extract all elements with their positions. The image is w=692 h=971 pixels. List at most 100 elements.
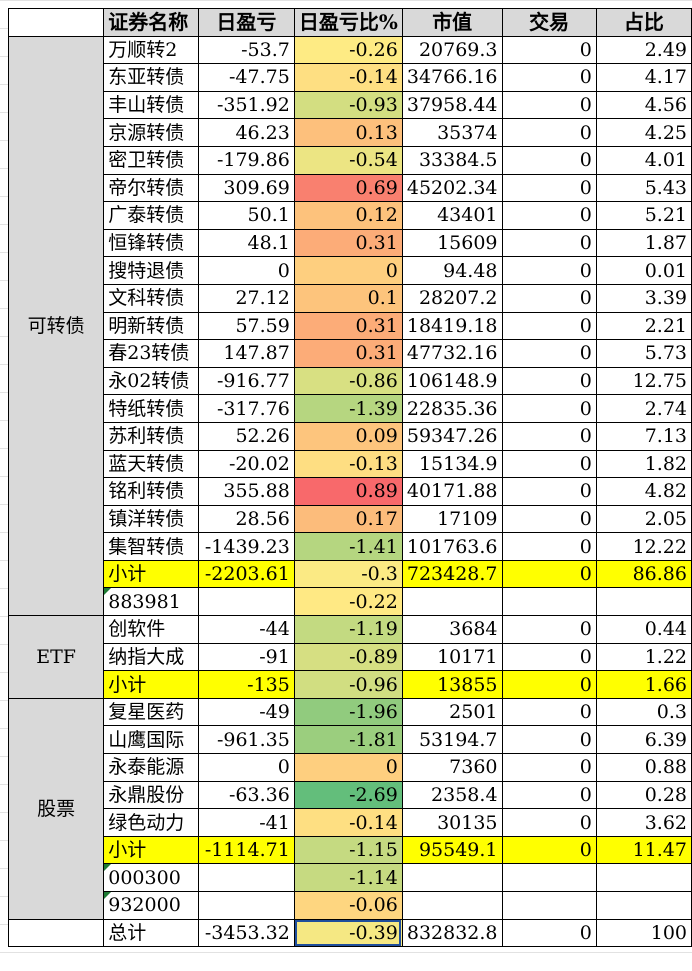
daily-pnl-cell[interactable]: -3453.32 bbox=[197, 918, 295, 948]
daily-pnl-pct-cell[interactable]: -0.26 bbox=[293, 35, 403, 65]
market-value-cell[interactable]: 28207.2 bbox=[401, 283, 503, 313]
daily-pnl-cell[interactable]: 50.1 bbox=[197, 201, 295, 230]
daily-pnl-cell[interactable]: 147.87 bbox=[197, 339, 295, 368]
trade-cell[interactable]: 0 bbox=[501, 256, 597, 285]
share-cell[interactable]: 0.3 bbox=[595, 697, 692, 727]
share-cell[interactable]: 5.73 bbox=[595, 339, 692, 368]
daily-pnl-pct-cell[interactable]: 0.17 bbox=[293, 504, 403, 534]
daily-pnl-pct-cell[interactable]: 0.12 bbox=[293, 201, 403, 230]
share-cell[interactable]: 0.88 bbox=[595, 753, 692, 782]
daily-pnl-pct-cell[interactable]: 0.69 bbox=[293, 173, 403, 203]
daily-pnl-cell[interactable]: -49 bbox=[197, 697, 295, 727]
daily-pnl-cell[interactable]: -20.02 bbox=[197, 449, 295, 479]
trade-cell[interactable]: 0 bbox=[501, 808, 597, 837]
market-value-cell[interactable] bbox=[401, 891, 503, 920]
security-name-cell[interactable]: 丰山转债 bbox=[103, 90, 199, 120]
share-cell[interactable]: 3.39 bbox=[595, 283, 692, 313]
daily-pnl-cell[interactable] bbox=[197, 863, 295, 892]
security-name-cell[interactable]: 明新转债 bbox=[103, 311, 199, 341]
header-pnl[interactable]: 日盈亏 bbox=[197, 8, 295, 37]
trade-cell[interactable]: 0 bbox=[501, 366, 597, 396]
daily-pnl-pct-cell[interactable]: -0.96 bbox=[293, 670, 403, 699]
trade-cell[interactable]: 0 bbox=[501, 201, 597, 230]
share-cell[interactable]: 1.22 bbox=[595, 642, 692, 672]
market-value-cell[interactable]: 53194.7 bbox=[401, 725, 503, 755]
trade-cell[interactable]: 0 bbox=[501, 118, 597, 147]
security-name-cell[interactable]: 文科转债 bbox=[103, 283, 199, 313]
header-pct[interactable]: 日盈亏比% bbox=[293, 8, 403, 37]
security-name-cell[interactable]: 东亚转债 bbox=[103, 63, 199, 92]
trade-cell[interactable]: 0 bbox=[501, 532, 597, 561]
share-cell[interactable]: 100 bbox=[595, 918, 692, 948]
market-value-cell[interactable]: 7360 bbox=[401, 753, 503, 782]
daily-pnl-pct-cell[interactable]: -0.3 bbox=[293, 559, 403, 589]
daily-pnl-cell[interactable]: -47.75 bbox=[197, 63, 295, 92]
trade-cell[interactable]: 0 bbox=[501, 421, 597, 451]
trade-cell[interactable]: 0 bbox=[501, 283, 597, 313]
market-value-cell[interactable]: 13855 bbox=[401, 670, 503, 699]
share-cell[interactable]: 2.49 bbox=[595, 35, 692, 65]
share-cell[interactable]: 12.75 bbox=[595, 366, 692, 396]
security-name-cell[interactable]: 小计 bbox=[103, 559, 199, 589]
header-market-value[interactable]: 市值 bbox=[401, 8, 503, 37]
security-name-cell[interactable]: 密卫转债 bbox=[103, 145, 199, 175]
security-name-cell[interactable]: 铭利转债 bbox=[103, 477, 199, 506]
trade-cell[interactable]: 0 bbox=[501, 697, 597, 727]
market-value-cell[interactable]: 17109 bbox=[401, 504, 503, 534]
daily-pnl-cell[interactable] bbox=[197, 587, 295, 617]
share-cell[interactable]: 2.05 bbox=[595, 504, 692, 534]
daily-pnl-cell[interactable]: -1439.23 bbox=[197, 532, 295, 561]
daily-pnl-cell[interactable]: -135 bbox=[197, 670, 295, 699]
share-cell[interactable]: 4.56 bbox=[595, 90, 692, 120]
daily-pnl-cell[interactable]: 28.56 bbox=[197, 504, 295, 534]
share-cell[interactable]: 0.01 bbox=[595, 256, 692, 285]
trade-cell[interactable]: 0 bbox=[501, 339, 597, 368]
daily-pnl-pct-cell[interactable]: 0.13 bbox=[293, 118, 403, 147]
daily-pnl-cell[interactable] bbox=[197, 891, 295, 920]
market-value-cell[interactable]: 20769.3 bbox=[401, 35, 503, 65]
market-value-cell[interactable]: 47732.16 bbox=[401, 339, 503, 368]
daily-pnl-cell[interactable]: -44 bbox=[197, 615, 295, 644]
trade-cell[interactable]: 0 bbox=[501, 780, 597, 810]
security-name-cell[interactable]: 集智转债 bbox=[103, 532, 199, 561]
trade-cell[interactable]: 0 bbox=[501, 228, 597, 258]
daily-pnl-pct-cell[interactable]: -0.22 bbox=[293, 587, 403, 617]
daily-pnl-cell[interactable]: 48.1 bbox=[197, 228, 295, 258]
market-value-cell[interactable]: 2358.4 bbox=[401, 780, 503, 810]
share-cell[interactable]: 4.01 bbox=[595, 145, 692, 175]
daily-pnl-cell[interactable]: 0 bbox=[197, 753, 295, 782]
daily-pnl-pct-cell[interactable]: -0.14 bbox=[293, 808, 403, 837]
trade-cell[interactable] bbox=[501, 587, 597, 617]
header-name[interactable]: 证券名称 bbox=[103, 8, 199, 37]
share-cell[interactable]: 7.13 bbox=[595, 421, 692, 451]
corner-cell[interactable] bbox=[7, 8, 105, 37]
daily-pnl-pct-cell[interactable]: -0.93 bbox=[293, 90, 403, 120]
market-value-cell[interactable]: 30135 bbox=[401, 808, 503, 837]
daily-pnl-pct-cell[interactable]: -1.81 bbox=[293, 725, 403, 755]
daily-pnl-cell[interactable]: 46.23 bbox=[197, 118, 295, 147]
market-value-cell[interactable]: 106148.9 bbox=[401, 366, 503, 396]
trade-cell[interactable]: 0 bbox=[501, 615, 597, 644]
security-name-cell[interactable]: 万顺转2 bbox=[103, 35, 199, 65]
market-value-cell[interactable]: 59347.26 bbox=[401, 421, 503, 451]
trade-cell[interactable]: 0 bbox=[501, 90, 597, 120]
daily-pnl-pct-cell[interactable]: 0.89 bbox=[293, 477, 403, 506]
security-name-cell[interactable]: 春23转债 bbox=[103, 339, 199, 368]
market-value-cell[interactable]: 723428.7 bbox=[401, 559, 503, 589]
share-cell[interactable]: 6.39 bbox=[595, 725, 692, 755]
daily-pnl-pct-cell[interactable]: 0 bbox=[293, 753, 403, 782]
share-cell[interactable]: 4.25 bbox=[595, 118, 692, 147]
daily-pnl-cell[interactable]: -179.86 bbox=[197, 145, 295, 175]
daily-pnl-pct-cell[interactable]: 0 bbox=[293, 256, 403, 285]
security-name-cell[interactable]: 镇洋转债 bbox=[103, 504, 199, 534]
share-cell[interactable]: 1.82 bbox=[595, 449, 692, 479]
daily-pnl-pct-cell[interactable]: -1.39 bbox=[293, 394, 403, 423]
daily-pnl-cell[interactable]: -53.7 bbox=[197, 35, 295, 65]
share-cell[interactable]: 0.28 bbox=[595, 780, 692, 810]
share-cell[interactable]: 2.74 bbox=[595, 394, 692, 423]
trade-cell[interactable]: 0 bbox=[501, 35, 597, 65]
security-name-cell[interactable]: 小计 bbox=[103, 835, 199, 865]
trade-cell[interactable] bbox=[501, 863, 597, 892]
share-cell[interactable]: 3.62 bbox=[595, 808, 692, 837]
daily-pnl-cell[interactable]: 355.88 bbox=[197, 477, 295, 506]
